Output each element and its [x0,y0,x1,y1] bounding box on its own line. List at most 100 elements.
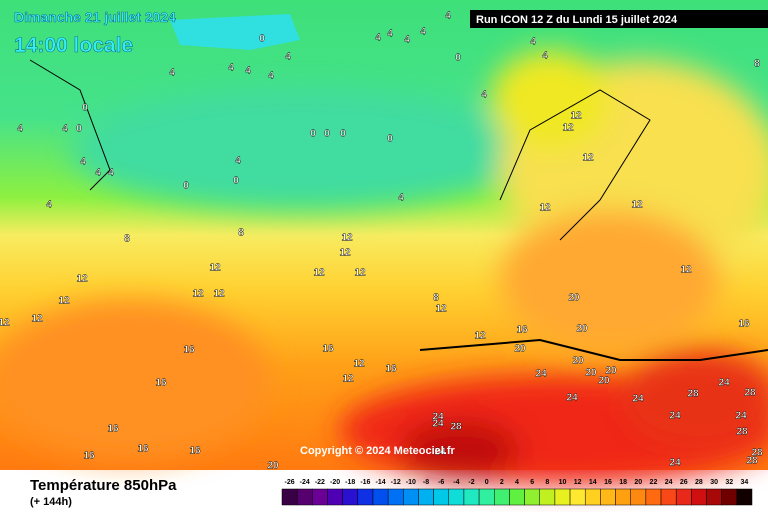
map-label: 24 [535,369,547,380]
map-label: 8 [433,293,439,304]
scale-tick-label: 10 [559,479,567,486]
map-label: 8 [124,234,130,245]
map-label: 28 [450,422,462,433]
map-label: 24 [735,411,747,422]
scale-tick-label: 32 [725,479,733,486]
map-label: 12 [680,265,692,276]
legend-lead: (+ 144h) [30,496,72,508]
scale-swatch [448,488,465,506]
scale-tick-label: 18 [619,479,627,486]
scale-swatch [691,488,707,506]
scale-swatch [509,488,525,506]
map-label: 0 [455,53,461,64]
map-label: 4 [80,157,86,168]
scale-tick-label: -26 [285,479,295,486]
map-label: 16 [738,319,750,330]
map-label: 0 [82,103,88,114]
map-label: 12 [474,331,486,342]
map-label: 4 [398,193,404,204]
map-label: 20 [568,293,580,304]
scale-swatch [706,488,722,506]
map-label: 28 [746,456,758,467]
scale-swatch [524,488,540,506]
coastline [29,59,111,191]
scale-tick-label: 8 [545,479,549,486]
map-label: 20 [585,368,597,379]
run-box [470,10,768,28]
scale-swatch [721,488,738,506]
map-label: 12 [353,359,365,370]
map-label: 4 [228,63,234,74]
scale-tick-label: 20 [634,479,642,486]
map-label: 4 [169,68,175,79]
map-label: 20 [576,324,588,335]
map-label: 24 [432,412,444,423]
map-label: 24 [434,447,446,458]
scale-tick-label: 12 [574,479,582,486]
map-label: 12 [562,123,574,134]
scale-tick-label: -18 [345,479,355,486]
map-label: 16 [155,378,167,389]
map-label: 16 [83,451,95,462]
run-info: Run ICON 12 Z du Lundi 15 juillet 2024 [476,14,678,26]
scale-swatch [554,488,571,506]
map-label: 12 [435,304,447,315]
map-label: 16 [107,424,119,435]
scale-tick-label: -10 [406,479,416,486]
map-label: 12 [341,233,353,244]
map-label: 12 [192,289,204,300]
scale-swatch [433,488,450,506]
scale-swatch [281,488,298,506]
map-label: 4 [542,51,548,62]
map-label: 20 [267,461,279,472]
map-label: 0 [340,129,346,140]
map-label: 4 [268,71,274,82]
map-label: 12 [570,111,582,122]
map-label: 0 [233,176,239,187]
scale-swatch [327,488,343,506]
map-label: 16 [189,446,201,457]
map-label: 20 [605,366,617,377]
map-label: 28 [751,448,763,459]
map-label: 12 [213,289,225,300]
scale-tick-label: -6 [438,479,444,486]
map-label: 4 [235,156,241,167]
map-label: 0 [387,134,393,145]
scale-tick-label: 30 [710,479,718,486]
legend-title: Température 850hPa [30,477,177,494]
map-label: 0 [310,129,316,140]
map-label: 20 [514,344,526,355]
map-label: 4 [387,29,393,40]
map-label: 20 [598,376,610,387]
map-label: 4 [481,90,487,101]
scale-tick-label: -12 [391,479,401,486]
map-label: 0 [183,181,189,192]
scale-tick-label: -8 [423,479,429,486]
scale-tick-label: 26 [680,479,688,486]
scale-tick-label: -24 [300,479,310,486]
scale-swatch [494,488,510,506]
map-label: 12 [76,274,88,285]
scale-tick-label: -4 [453,479,459,486]
map-label: 4 [62,124,68,135]
scale-swatch [539,488,556,506]
scale-swatch [403,488,419,506]
map-label: 28 [744,388,756,399]
scale-swatch [463,488,480,506]
map-label: 4 [445,11,451,22]
scale-tick-label: 16 [604,479,612,486]
scale-swatch [372,488,389,506]
copyright: Copyright © 2024 Meteociel.fr [300,445,456,457]
map-label: 4 [420,27,426,38]
scale-swatch [675,488,692,506]
map-label: 20 [572,356,584,367]
map-label: 12 [582,153,594,164]
scale-swatch [387,488,404,506]
scale-tick-label: -14 [375,479,385,486]
map-label: 16 [516,325,528,336]
temperature-field [0,50,768,485]
map-label: 4 [404,35,410,46]
map-label: 4 [245,66,251,77]
map-time: 14:00 locale [14,34,133,57]
map-label: 24 [669,458,681,469]
